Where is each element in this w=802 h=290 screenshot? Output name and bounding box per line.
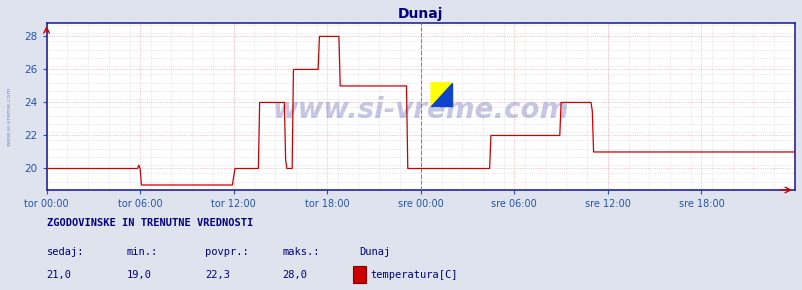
Text: www.si-vreme.com: www.si-vreme.com [272,96,569,124]
Text: 19,0: 19,0 [127,270,152,280]
Polygon shape [431,83,452,106]
Text: 22,3: 22,3 [205,270,229,280]
Text: 28,0: 28,0 [282,270,307,280]
Text: ZGODOVINSKE IN TRENUTNE VREDNOSTI: ZGODOVINSKE IN TRENUTNE VREDNOSTI [47,218,253,228]
Polygon shape [431,83,452,106]
Text: sedaj:: sedaj: [47,247,84,257]
Text: www.si-vreme.com: www.si-vreme.com [7,86,12,146]
Text: 21,0: 21,0 [47,270,71,280]
Text: Dunaj: Dunaj [359,247,391,257]
Text: temperatura[C]: temperatura[C] [370,270,457,280]
Text: min.:: min.: [127,247,158,257]
Title: Dunaj: Dunaj [398,7,443,21]
Text: maks.:: maks.: [282,247,320,257]
Text: povpr.:: povpr.: [205,247,248,257]
